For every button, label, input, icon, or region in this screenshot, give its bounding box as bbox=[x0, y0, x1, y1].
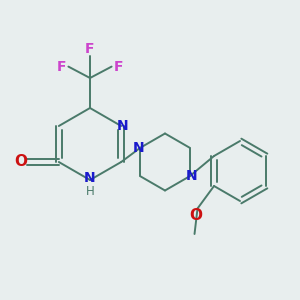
Text: H: H bbox=[85, 185, 94, 198]
Text: F: F bbox=[57, 60, 67, 74]
Text: N: N bbox=[84, 172, 96, 185]
Text: O: O bbox=[190, 208, 202, 223]
Text: F: F bbox=[113, 60, 123, 74]
Text: N: N bbox=[185, 169, 197, 183]
Text: N: N bbox=[133, 141, 145, 155]
Text: O: O bbox=[14, 154, 27, 169]
Text: F: F bbox=[85, 42, 95, 56]
Text: N: N bbox=[117, 119, 128, 133]
